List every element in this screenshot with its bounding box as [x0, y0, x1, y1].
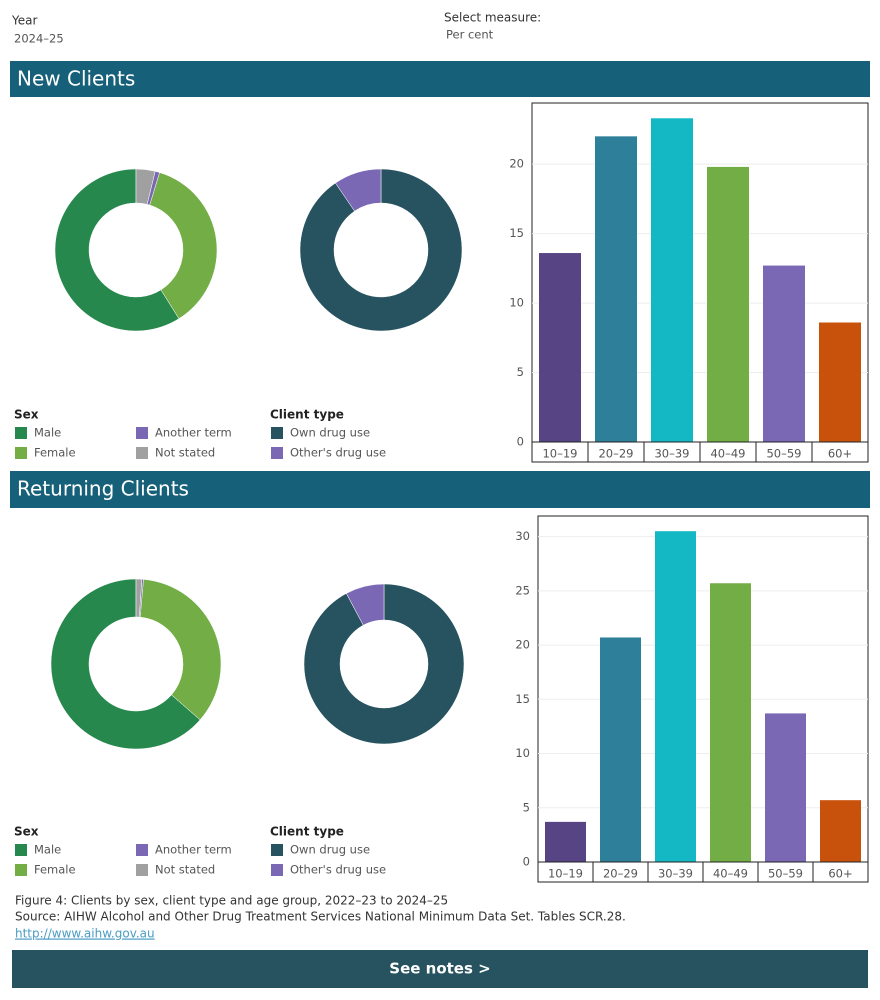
legend-title: Client type [270, 825, 344, 839]
link[interactable]: http://www.aihw.gov.au [15, 927, 155, 941]
legend-swatch [271, 844, 283, 856]
x-tick-label: 60+ [828, 867, 852, 881]
bar [545, 821, 586, 862]
section-title: Returning Clients [17, 477, 189, 501]
legend-label: Male [34, 426, 61, 440]
y-tick-label: 15 [515, 692, 530, 706]
legend-title: Sex [14, 408, 39, 422]
legend-label: Female [34, 863, 76, 877]
y-tick-label: 20 [515, 638, 530, 652]
legend-swatch [271, 447, 283, 459]
legend-swatch [271, 427, 283, 439]
filter-value[interactable]: Per cent [446, 28, 494, 42]
donut-segment [54, 168, 180, 332]
plot-frame [531, 102, 869, 463]
x-tick-label: 20–29 [598, 447, 633, 461]
legend-label: Not stated [155, 863, 215, 877]
source: Source: AIHW Alcohol and Other Drug Trea… [15, 910, 626, 924]
y-tick-label: 0 [517, 435, 524, 449]
donut-segment [346, 583, 385, 626]
bar [710, 583, 751, 862]
notes-button[interactable] [12, 950, 868, 988]
bar [595, 136, 637, 442]
filter-label: Select measure: [444, 11, 541, 25]
bar [765, 713, 806, 862]
bar [820, 800, 861, 862]
legend-label: Female [34, 446, 76, 460]
x-tick-label: 50–59 [768, 867, 803, 881]
y-tick-label: 30 [515, 529, 530, 543]
donut-segment [299, 168, 463, 332]
bar [600, 637, 641, 862]
y-tick-label: 10 [509, 296, 524, 310]
y-tick-label: 5 [523, 800, 530, 814]
legend-swatch [15, 427, 27, 439]
x-tick-label: 30–39 [654, 447, 689, 461]
legend-swatch [136, 864, 148, 876]
section-title: New Clients [17, 67, 135, 91]
x-tick-label: 10–19 [542, 447, 577, 461]
donut-segment [135, 578, 143, 618]
x-tick-label: 40–49 [713, 867, 748, 881]
bar [707, 166, 749, 442]
legend-label: Another term [155, 426, 232, 440]
legend-swatch [136, 844, 148, 856]
legend-swatch [15, 844, 27, 856]
donut-segment [50, 578, 201, 750]
x-tick-label: 30–39 [658, 867, 693, 881]
legend-swatch [136, 447, 148, 459]
caption: Figure 4: Clients by sex, client type an… [15, 894, 448, 908]
donut-segment [335, 168, 382, 212]
donut-segment [149, 172, 218, 320]
y-tick-label: 25 [515, 583, 530, 597]
x-tick-label: 50–59 [766, 447, 801, 461]
legend-label: Male [34, 843, 61, 857]
legend-swatch [15, 864, 27, 876]
filter-value[interactable]: 2024–25 [14, 32, 64, 46]
y-tick-label: 15 [509, 226, 524, 240]
legend-swatch [271, 864, 283, 876]
x-tick-label: 10–19 [548, 867, 583, 881]
donut-segment [139, 579, 222, 721]
bar [763, 265, 805, 442]
section-header [10, 471, 870, 508]
legend-label: Not stated [155, 446, 215, 460]
x-tick-label: 40–49 [710, 447, 745, 461]
x-tick-label: 60+ [828, 447, 852, 461]
legend-swatch [15, 447, 27, 459]
notes-button-label[interactable]: See notes > [389, 960, 490, 978]
section-header [10, 61, 870, 97]
bar [655, 531, 696, 862]
y-tick-label: 20 [509, 157, 524, 171]
bar [539, 253, 581, 442]
donut-segment [303, 583, 465, 745]
donut-segment [135, 168, 156, 205]
x-tick-label: 20–29 [603, 867, 638, 881]
legend-label: Other's drug use [290, 863, 386, 877]
legend-label: Own drug use [290, 843, 370, 857]
filter-label: Year [11, 14, 37, 28]
y-tick-label: 10 [515, 746, 530, 760]
y-tick-label: 5 [517, 365, 524, 379]
legend-swatch [136, 427, 148, 439]
bar [819, 322, 861, 442]
bar [651, 118, 693, 443]
y-tick-label: 0 [523, 855, 530, 869]
legend-label: Other's drug use [290, 446, 386, 460]
legend-label: Own drug use [290, 426, 370, 440]
legend-title: Sex [14, 825, 39, 839]
legend-title: Client type [270, 408, 344, 422]
legend-label: Another term [155, 843, 232, 857]
